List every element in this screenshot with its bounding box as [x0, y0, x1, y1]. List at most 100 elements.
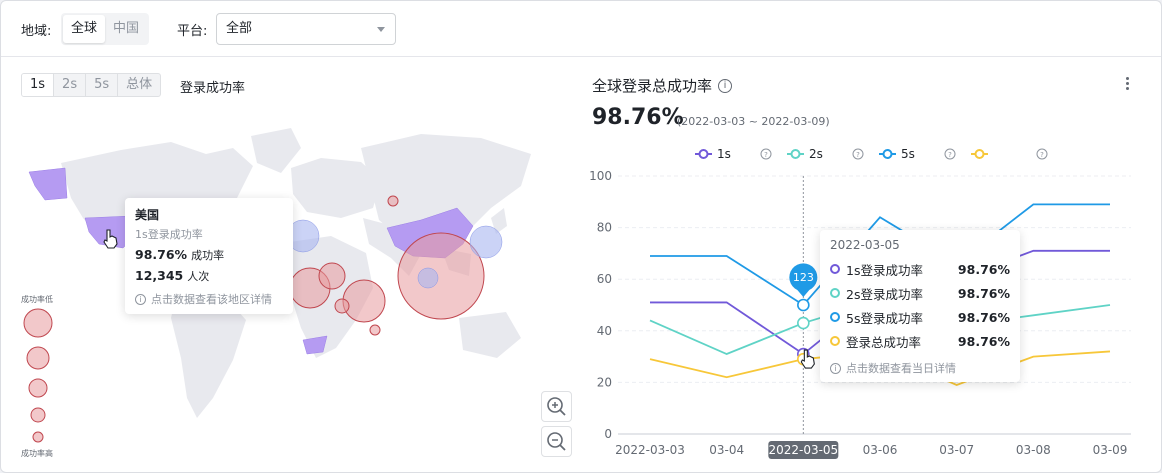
region-segmented-control: 全球 中国 — [61, 13, 150, 45]
y-tick-label: 60 — [597, 272, 612, 286]
series-dot-icon — [830, 264, 840, 274]
data-point — [797, 298, 810, 312]
zoom-out-icon — [547, 432, 566, 451]
help-icon-glyph: ? — [856, 151, 860, 159]
help-icon — [944, 148, 956, 160]
tab-1s[interactable]: 1s — [22, 74, 55, 96]
x-tick-label: 03-08 — [1016, 443, 1051, 457]
info-icon: i — [830, 362, 841, 374]
series-line-5s — [650, 203, 1110, 307]
chart-tooltip: 2022-03-05 1s登录成功率 98.76% 2s登录成功率 98.76% 5… — [820, 230, 1020, 382]
info-icon[interactable]: i — [718, 78, 733, 93]
platform-select-value: 全部 — [226, 21, 253, 36]
y-tick-label: 80 — [597, 221, 612, 235]
tooltip-rate-label: 成功率 — [191, 249, 225, 262]
value-marker-pin — [789, 263, 818, 297]
line-chart[interactable]: 0 20 40 60 80 100 2022-03-03 03-04 2022-03-05 03-… — [582, 58, 1161, 472]
tooltip-hint-text: 点击数据查看该地区详情 — [151, 293, 272, 306]
more-vertical-icon[interactable] — [1126, 77, 1130, 92]
x-tick-label: 03-09 — [1093, 443, 1128, 457]
hand-cursor-icon — [103, 229, 118, 249]
tab-2s[interactable]: 2s — [54, 74, 87, 96]
x-tick-label: 03-04 — [709, 443, 744, 457]
chart-title: 全球登录总成功率 — [592, 77, 713, 95]
legend-swatch-dot — [790, 149, 801, 159]
help-icon-glyph: ? — [1040, 151, 1044, 159]
chart-tooltip-row: 2s登录成功率 98.76% — [830, 281, 1010, 305]
chevron-down-icon — [377, 27, 385, 32]
x-tick-label: 03-07 — [939, 443, 974, 457]
overall-rate-value: 98.76% — [592, 105, 684, 130]
y-tick-label: 100 — [589, 169, 612, 183]
help-icon-glyph: ? — [764, 151, 768, 159]
row-name: 登录总成功率 — [846, 334, 922, 350]
y-tick-label: 0 — [604, 427, 612, 441]
row-value: 98.76% — [957, 309, 1010, 325]
map-title: 登录成功率 — [180, 81, 246, 96]
legend-label: 2s — [809, 147, 823, 161]
region-option-china[interactable]: 中国 — [113, 21, 140, 36]
series-dot-icon — [830, 336, 840, 346]
tooltip-rate-value: 98.76% — [135, 247, 188, 262]
chart-panel: 全球登录总成功率 i 98.76% (2022-03-03 ~ 2022-03-… — [582, 58, 1161, 472]
row-name: 1s登录成功率 — [846, 262, 923, 278]
info-icon: i — [135, 293, 146, 305]
help-icon — [1036, 148, 1048, 160]
tooltip-subtitle: 1s登录成功率 — [135, 228, 203, 241]
chart-tooltip-row: 登录总成功率 98.76% — [830, 329, 1010, 353]
zoom-in-button[interactable] — [541, 391, 572, 422]
hand-cursor-icon — [800, 349, 815, 369]
zoom-out-button[interactable] — [541, 426, 572, 457]
row-name: 5s登录成功率 — [846, 310, 923, 326]
legend-swatch-dot — [974, 149, 985, 159]
world-map[interactable] — [1, 58, 582, 472]
x-tick-label: 03-06 — [863, 443, 898, 457]
tab-5s[interactable]: 5s — [86, 74, 119, 96]
tooltip-count-label: 人次 — [187, 270, 210, 283]
duration-tabs: 1s 2s 5s 总体 — [21, 73, 162, 97]
platform-select[interactable]: 全部 — [216, 13, 396, 45]
tooltip-country: 美国 — [135, 208, 160, 222]
date-range: (2022-03-03 ~ 2022-03-09) — [677, 115, 830, 128]
help-icon-glyph: ? — [948, 151, 952, 159]
chart-tooltip-hint: i 点击数据查看当日详情 — [830, 360, 1010, 376]
region-option-global[interactable]: 全球 — [63, 15, 106, 43]
row-value: 98.76% — [957, 333, 1010, 349]
x-tick-highlight — [768, 441, 839, 459]
platform-label: 平台: — [177, 24, 208, 39]
y-tick-label: 40 — [597, 324, 612, 338]
data-point — [797, 316, 810, 330]
legend-label: 1s — [717, 147, 731, 161]
region-label: 地域: — [21, 24, 52, 39]
y-tick-label: 20 — [597, 375, 612, 389]
legend-swatch-dot — [698, 149, 709, 159]
chart-header: 全球登录总成功率 i — [592, 75, 733, 96]
legend-label: 5s — [901, 147, 915, 161]
x-tick-label: 2022-03-05 — [768, 443, 838, 457]
row-value: 98.76% — [957, 261, 1010, 277]
map-tooltip: 美国 1s登录成功率 98.76% 成功率 12,345 人次 i 点击数据查看该地区… — [125, 198, 293, 314]
chart-tooltip-row: 1s登录成功率 98.76% — [830, 257, 1010, 281]
tooltip-count-row: 12,345 人次 — [135, 268, 283, 284]
legend-swatch-dot — [882, 149, 893, 159]
tooltip-hint: i 点击数据查看该地区详情 — [135, 291, 283, 307]
chart-tooltip-hint-text: 点击数据查看当日详情 — [846, 362, 956, 375]
row-value: 98.76% — [957, 285, 1010, 301]
size-legend — [23, 308, 53, 443]
map-panel: 1s 2s 5s 总体 登录成功率 美国 1s登录成功率 98.76% 成功率 1… — [1, 58, 582, 472]
help-icon — [760, 148, 772, 160]
help-icon — [852, 148, 864, 160]
tooltip-rate-row: 98.76% 成功率 — [135, 247, 283, 263]
zoom-in-icon — [547, 397, 566, 416]
x-tick-label: 2022-03-03 — [615, 443, 685, 457]
chart-tooltip-date: 2022-03-05 — [830, 238, 900, 252]
legend-low-label: 成功率低 — [21, 295, 53, 304]
marker-label: 123 — [793, 271, 814, 284]
chart-tooltip-row: 5s登录成功率 98.76% — [830, 305, 1010, 329]
tab-overall[interactable]: 总体 — [126, 77, 153, 92]
tooltip-count-value: 12,345 — [135, 268, 184, 283]
filter-bar: 地域: 全球 中国 平台: 全部 — [1, 1, 1161, 57]
legend-high-label: 成功率高 — [21, 449, 53, 458]
series-dot-icon — [830, 312, 840, 322]
